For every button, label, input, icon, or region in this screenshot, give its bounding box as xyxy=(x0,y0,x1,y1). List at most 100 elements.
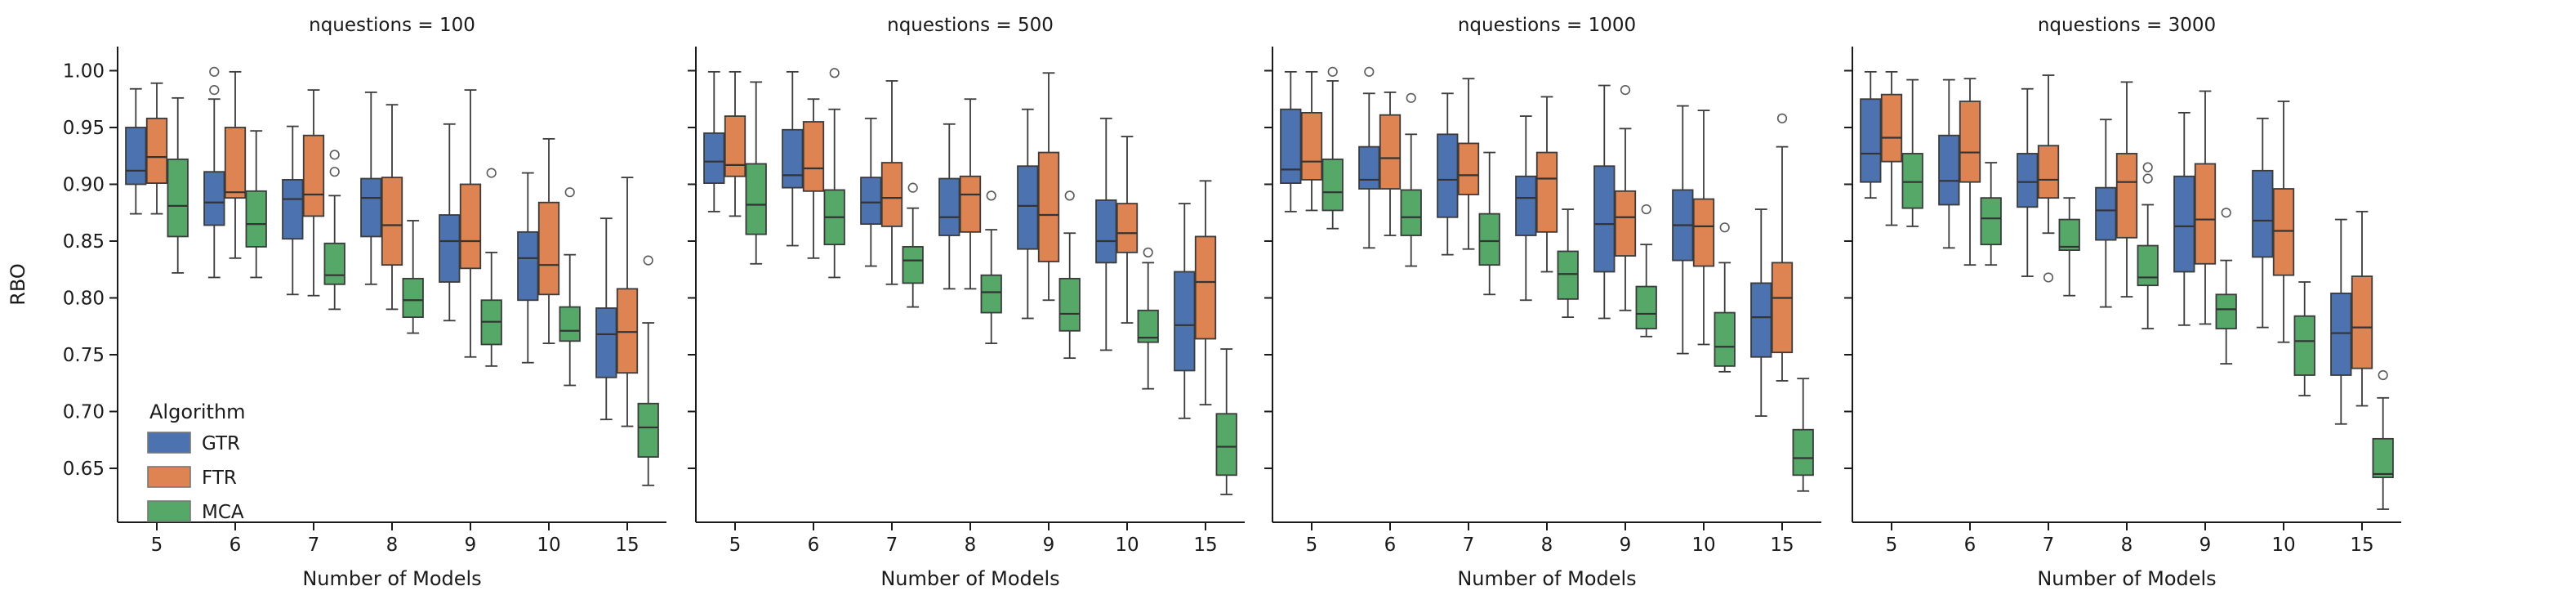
box-MCA-n5 xyxy=(745,81,767,265)
iqr-box xyxy=(2330,293,2352,376)
x-tick-label: 5 xyxy=(1306,535,1318,556)
panel-title: nquestions = 3000 xyxy=(2038,15,2216,36)
box-FTR-n9 xyxy=(1037,72,1060,302)
iqr-box xyxy=(402,277,424,319)
iqr-box xyxy=(1400,189,1422,236)
x-tick-label: 8 xyxy=(965,535,977,556)
iqr-box xyxy=(1557,250,1579,300)
x-axis-label: Number of Models xyxy=(302,567,481,590)
iqr-box xyxy=(1058,277,1081,332)
box-GTR-n15 xyxy=(2330,218,2352,425)
outlier-point xyxy=(1641,204,1651,215)
iqr-box xyxy=(595,307,617,378)
box-MCA-n7 xyxy=(2058,197,2080,297)
box-MCA-n5 xyxy=(1901,78,1923,227)
x-tick-label: 7 xyxy=(308,535,320,556)
x-tick-label: 6 xyxy=(808,535,820,556)
iqr-box xyxy=(2293,315,2315,376)
box-GTR-n7 xyxy=(282,125,304,296)
box-MCA-n7 xyxy=(323,150,345,311)
box-MCA-n9 xyxy=(1635,204,1657,338)
iqr-box xyxy=(1750,282,1772,358)
box-MCA-n8 xyxy=(402,220,424,334)
y-tick-label: 0.95 xyxy=(63,118,105,139)
iqr-box xyxy=(1714,311,1736,367)
x-tick-label: 5 xyxy=(151,535,163,556)
box-FTR-n6 xyxy=(1959,78,1981,266)
x-tick-label: 9 xyxy=(1620,535,1632,556)
box-FTR-n9 xyxy=(2194,90,2217,325)
iqr-box xyxy=(2194,163,2217,265)
outlier-point xyxy=(1620,85,1631,96)
box-MCA-n9 xyxy=(2215,208,2237,365)
iqr-box xyxy=(902,246,924,284)
iqr-box xyxy=(1959,101,1981,183)
iqr-box xyxy=(959,175,982,233)
iqr-box xyxy=(1635,285,1657,329)
y-tick-label: 0.80 xyxy=(63,288,105,309)
outlier-point xyxy=(486,168,497,178)
iqr-box xyxy=(2351,275,2373,369)
panel-title: nquestions = 100 xyxy=(309,15,475,36)
iqr-box xyxy=(224,127,247,199)
iqr-box xyxy=(1938,134,1960,206)
iqr-box xyxy=(802,121,825,192)
x-tick-label: 7 xyxy=(1463,535,1475,556)
box-FTR-n10 xyxy=(2272,101,2295,343)
iqr-box xyxy=(637,402,659,458)
iqr-box xyxy=(2017,153,2039,208)
y-tick-label: 0.65 xyxy=(63,459,105,480)
box-GTR-n10 xyxy=(1095,117,1117,351)
box-GTR-n5 xyxy=(1860,70,1882,199)
legend-swatch-MCA xyxy=(147,500,191,522)
legend-swatch-GTR xyxy=(147,432,191,454)
box-FTR-n9 xyxy=(459,89,482,358)
x-tick-label: 8 xyxy=(2121,535,2133,556)
box-FTR-n5 xyxy=(1880,70,1903,226)
x-tick-label: 7 xyxy=(2043,535,2055,556)
box-FTR-n5 xyxy=(1300,70,1323,212)
box-MCA-n15 xyxy=(1792,378,1814,492)
x-tick-label: 15 xyxy=(2350,535,2373,556)
box-GTR-n10 xyxy=(517,172,539,364)
iqr-box xyxy=(1321,158,1344,212)
box-GTR-n7 xyxy=(2017,87,2039,277)
iqr-box xyxy=(1437,133,1459,218)
x-tick-label: 8 xyxy=(1541,535,1553,556)
outlier-point xyxy=(564,187,575,198)
box-GTR-n15 xyxy=(1174,203,1196,419)
x-tick-label: 10 xyxy=(1115,535,1139,556)
box-FTR-n10 xyxy=(1692,110,1715,346)
iqr-box xyxy=(1535,151,1558,233)
box-MCA-n9 xyxy=(1058,190,1081,360)
legend-label-FTR: FTR xyxy=(202,468,237,489)
box-FTR-n15 xyxy=(2351,210,2373,407)
iqr-box xyxy=(938,177,960,236)
iqr-box xyxy=(145,117,168,184)
panel-nquestions-2 xyxy=(688,47,1245,530)
box-FTR-n5 xyxy=(145,82,168,215)
outlier-point xyxy=(2043,272,2054,283)
box-GTR-n6 xyxy=(1938,78,1960,249)
box-FTR-n8 xyxy=(1535,96,1558,273)
iqr-box xyxy=(282,179,304,240)
iqr-box xyxy=(1478,213,1500,266)
box-FTR-n15 xyxy=(1194,180,1217,406)
box-GTR-n15 xyxy=(1750,208,1772,417)
iqr-box xyxy=(2215,293,2237,329)
iqr-box xyxy=(2037,145,2060,199)
outlier-point xyxy=(2221,208,2231,218)
iqr-box xyxy=(125,127,147,186)
x-tick-label: 9 xyxy=(1043,535,1055,556)
x-tick-label: 15 xyxy=(1193,535,1217,556)
box-GTR-n5 xyxy=(1280,70,1302,213)
iqr-box xyxy=(745,163,767,235)
iqr-box xyxy=(2252,169,2274,258)
box-MCA-n15 xyxy=(2372,369,2394,510)
box-MCA-n15 xyxy=(1215,348,1237,495)
x-tick-label: 6 xyxy=(1964,535,1977,556)
outlier-point xyxy=(1406,92,1416,103)
panel-title: nquestions = 1000 xyxy=(1458,15,1636,36)
outlier-point xyxy=(907,182,918,193)
